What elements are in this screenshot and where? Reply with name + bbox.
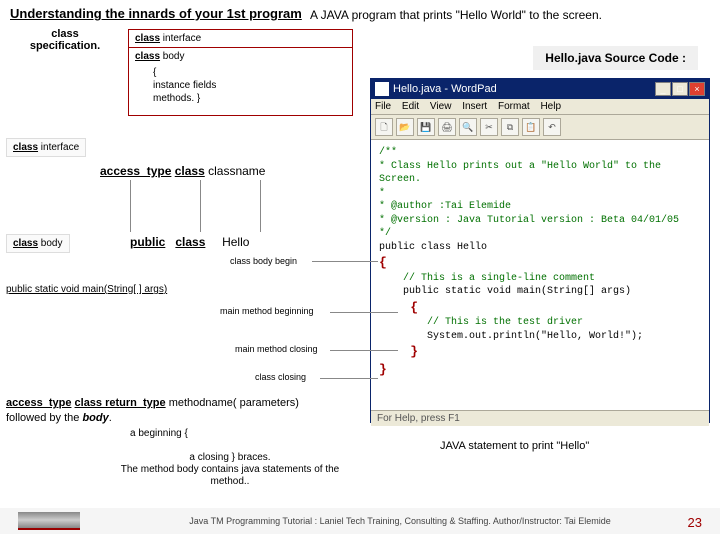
footer-graphic [18, 512, 80, 530]
md-body: body [82, 412, 108, 424]
anno-main-begin: main method beginning [220, 306, 314, 316]
main-method-signature: public static void main(String[ ] args) [6, 284, 167, 295]
footer-text: Java TM Programming Tutorial : Laniel Te… [80, 516, 720, 526]
menu-edit[interactable]: Edit [402, 101, 419, 112]
code-line: * [379, 187, 701, 201]
anno-class-close: class closing [255, 372, 306, 382]
maximize-button[interactable]: □ [672, 82, 688, 96]
page-number: 23 [688, 515, 702, 530]
menu-file[interactable]: File [375, 101, 391, 112]
spec-row2-text: body [160, 51, 184, 62]
wordpad-app-icon [375, 82, 389, 96]
example-public: public [130, 235, 165, 249]
syntax-access-type: access_type [100, 164, 171, 178]
java-statement-caption: JAVA statement to print "Hello" [440, 440, 589, 452]
spec-row1-bold: class [135, 33, 160, 44]
syntax-classname: classname [208, 164, 265, 178]
sec-interface-bold: class [13, 142, 38, 153]
print-icon[interactable]: 🖨 [438, 118, 456, 136]
line-class-body-begin [312, 261, 378, 262]
arrow-classname-hello [260, 180, 261, 232]
source-code-label: Hello.java Source Code : [533, 46, 698, 70]
code-line: * Class Hello prints out a "Hello World"… [379, 160, 701, 187]
line-class-close [320, 378, 378, 379]
spec-row-body: class body { instance fields methods. } [129, 48, 352, 115]
code-line: public class Hello [379, 241, 701, 255]
wordpad-toolbar: 🗋 📂 💾 🖨 🔍 ✂ ⧉ 📋 ↶ [371, 115, 709, 140]
arrow-access-public [130, 180, 131, 232]
window-buttons: _ □ × [655, 82, 705, 96]
code-brace-close-class: } [379, 361, 701, 379]
subtitle: A JAVA program that prints "Hello World"… [310, 8, 602, 22]
spec-inner: { instance fields methods. } [135, 62, 346, 105]
code-line: /** [379, 146, 701, 160]
example-hello: Hello [222, 235, 249, 249]
copy-icon[interactable]: ⧉ [501, 118, 519, 136]
class-declaration-syntax: access_type class classname [100, 164, 265, 178]
line-main-close [330, 350, 398, 351]
spec-row-interface: class interface [129, 30, 352, 48]
code-brace-open-class: { [379, 254, 701, 272]
save-icon[interactable]: 💾 [417, 118, 435, 136]
wordpad-titlebar: Hello.java - WordPad _ □ × [371, 79, 709, 99]
close-button[interactable]: × [689, 82, 705, 96]
syntax-class-kw: class [175, 164, 205, 178]
code-line: // This is a single-line comment [379, 272, 701, 286]
class-spec-label: class specification. [20, 28, 110, 52]
class-spec-box: class interface class body { instance fi… [128, 29, 353, 116]
section-class-body: class body [6, 234, 70, 253]
md-methodname: methodname( parameters) [169, 397, 299, 409]
code-brace-open-main: { [379, 299, 701, 317]
page-title: Understanding the innards of your 1st pr… [10, 6, 302, 21]
code-line: * @author :Tai Elemide [379, 200, 701, 214]
menu-help[interactable]: Help [540, 101, 561, 112]
menu-view[interactable]: View [430, 101, 452, 112]
menu-format[interactable]: Format [498, 101, 530, 112]
wordpad-menubar: File Edit View Insert Format Help [371, 99, 709, 115]
undo-icon[interactable]: ↶ [543, 118, 561, 136]
find-icon[interactable]: 🔍 [459, 118, 477, 136]
class-declaration-example: public class Hello [130, 235, 249, 249]
minimize-button[interactable]: _ [655, 82, 671, 96]
sec-interface-text: interface [38, 142, 79, 153]
spec-row1-text: interface [160, 33, 201, 44]
wordpad-statusbar: For Help, press F1 [371, 410, 709, 426]
cut-icon[interactable]: ✂ [480, 118, 498, 136]
open-icon[interactable]: 📂 [396, 118, 414, 136]
new-icon[interactable]: 🗋 [375, 118, 393, 136]
sec-body-bold: class [13, 238, 38, 249]
wordpad-title-text: Hello.java - WordPad [393, 83, 655, 95]
code-brace-close-main: } [379, 343, 701, 361]
paste-icon[interactable]: 📋 [522, 118, 540, 136]
body-beginning-label: a beginning { [130, 428, 188, 439]
example-class: class [175, 235, 205, 249]
code-line: */ [379, 227, 701, 241]
anno-class-body-begin: class body begin [230, 256, 297, 266]
code-line: * @version : Java Tutorial version : Bet… [379, 214, 701, 228]
method-syntax-description: access_type class return_type methodname… [6, 396, 299, 426]
arrow-class-class [200, 180, 201, 232]
code-line: public static void main(String[] args) [379, 285, 701, 299]
wordpad-window: Hello.java - WordPad _ □ × File Edit Vie… [370, 78, 710, 423]
md-access: access_type [6, 397, 71, 409]
section-class-interface: class interface [6, 138, 86, 157]
code-line: System.out.println("Hello, World!"); [379, 330, 701, 344]
spec-row2-bold: class [135, 51, 160, 62]
menu-insert[interactable]: Insert [462, 101, 487, 112]
md-period: . [109, 412, 112, 424]
md-followed: followed by the [6, 412, 82, 424]
code-line: // This is the test driver [379, 316, 701, 330]
sec-body-text: body [38, 238, 62, 249]
line-main-begin [330, 312, 398, 313]
anno-main-close: main method closing [235, 344, 318, 354]
md-return: class return_type [75, 397, 166, 409]
footer: Java TM Programming Tutorial : Laniel Te… [0, 508, 720, 534]
body-closing-label: a closing } braces. The method body cont… [100, 452, 360, 488]
wordpad-content[interactable]: /** * Class Hello prints out a "Hello Wo… [371, 140, 709, 410]
